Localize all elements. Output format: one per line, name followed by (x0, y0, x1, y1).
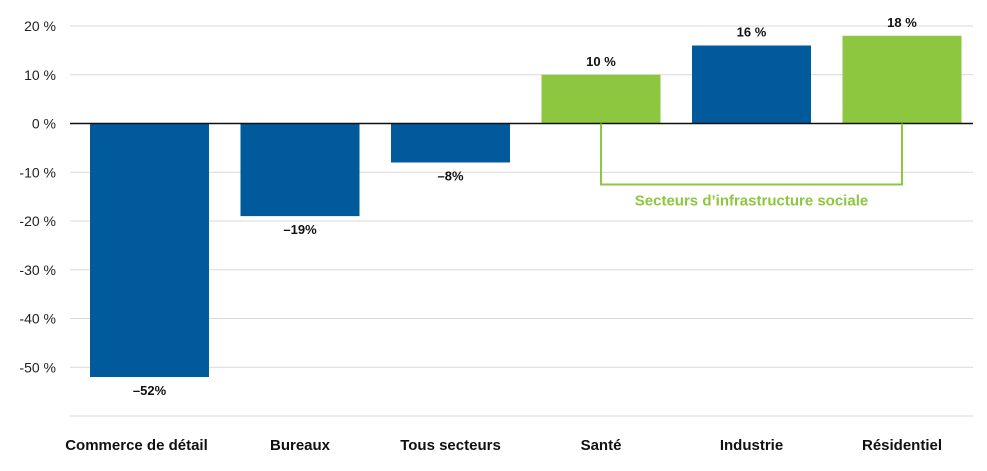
bar (842, 35, 962, 124)
category-label: Résidentiel (862, 437, 942, 454)
data-label: 16 % (737, 25, 767, 40)
y-axis-ticks: 20 % 10 % 0 % -10 % -20 % -30 % -40 % -50 % (19, 18, 56, 375)
data-label: –19% (283, 222, 317, 237)
y-tick-label: -40 % (19, 311, 56, 327)
data-label: –8% (437, 169, 463, 184)
data-label: 10 % (586, 54, 616, 69)
y-tick-label: 20 % (24, 18, 56, 34)
category-label: Industrie (720, 437, 783, 454)
category-label: Tous secteurs (400, 437, 501, 454)
bracket-line (600, 123, 903, 186)
category-label: Commerce de détail (65, 437, 208, 454)
annotation-bracket: Secteurs d’infrastructure sociale (600, 123, 903, 209)
bar (240, 123, 360, 217)
category-labels: Commerce de détail Bureaux Tous secteurs Sa… (65, 437, 942, 454)
bar (90, 123, 209, 377)
data-label: 18 % (887, 15, 917, 30)
category-label: Santé (581, 437, 622, 454)
bars (90, 35, 962, 377)
y-tick-label: -20 % (19, 213, 56, 229)
bar (541, 74, 661, 124)
data-labels: –52% –19% –8% 10 % 16 % 18 % (133, 15, 917, 398)
annotation-label: Secteurs d’infrastructure sociale (635, 192, 868, 209)
data-label: –52% (133, 383, 167, 398)
bar (692, 45, 811, 124)
bar (391, 123, 510, 163)
y-tick-label: -50 % (19, 359, 56, 375)
y-tick-label: 10 % (24, 67, 56, 83)
y-tick-label: -10 % (19, 164, 56, 180)
category-label: Bureaux (270, 437, 331, 454)
y-tick-label: 0 % (32, 116, 56, 132)
y-tick-label: -30 % (19, 262, 56, 278)
grid-lines (70, 25, 973, 417)
